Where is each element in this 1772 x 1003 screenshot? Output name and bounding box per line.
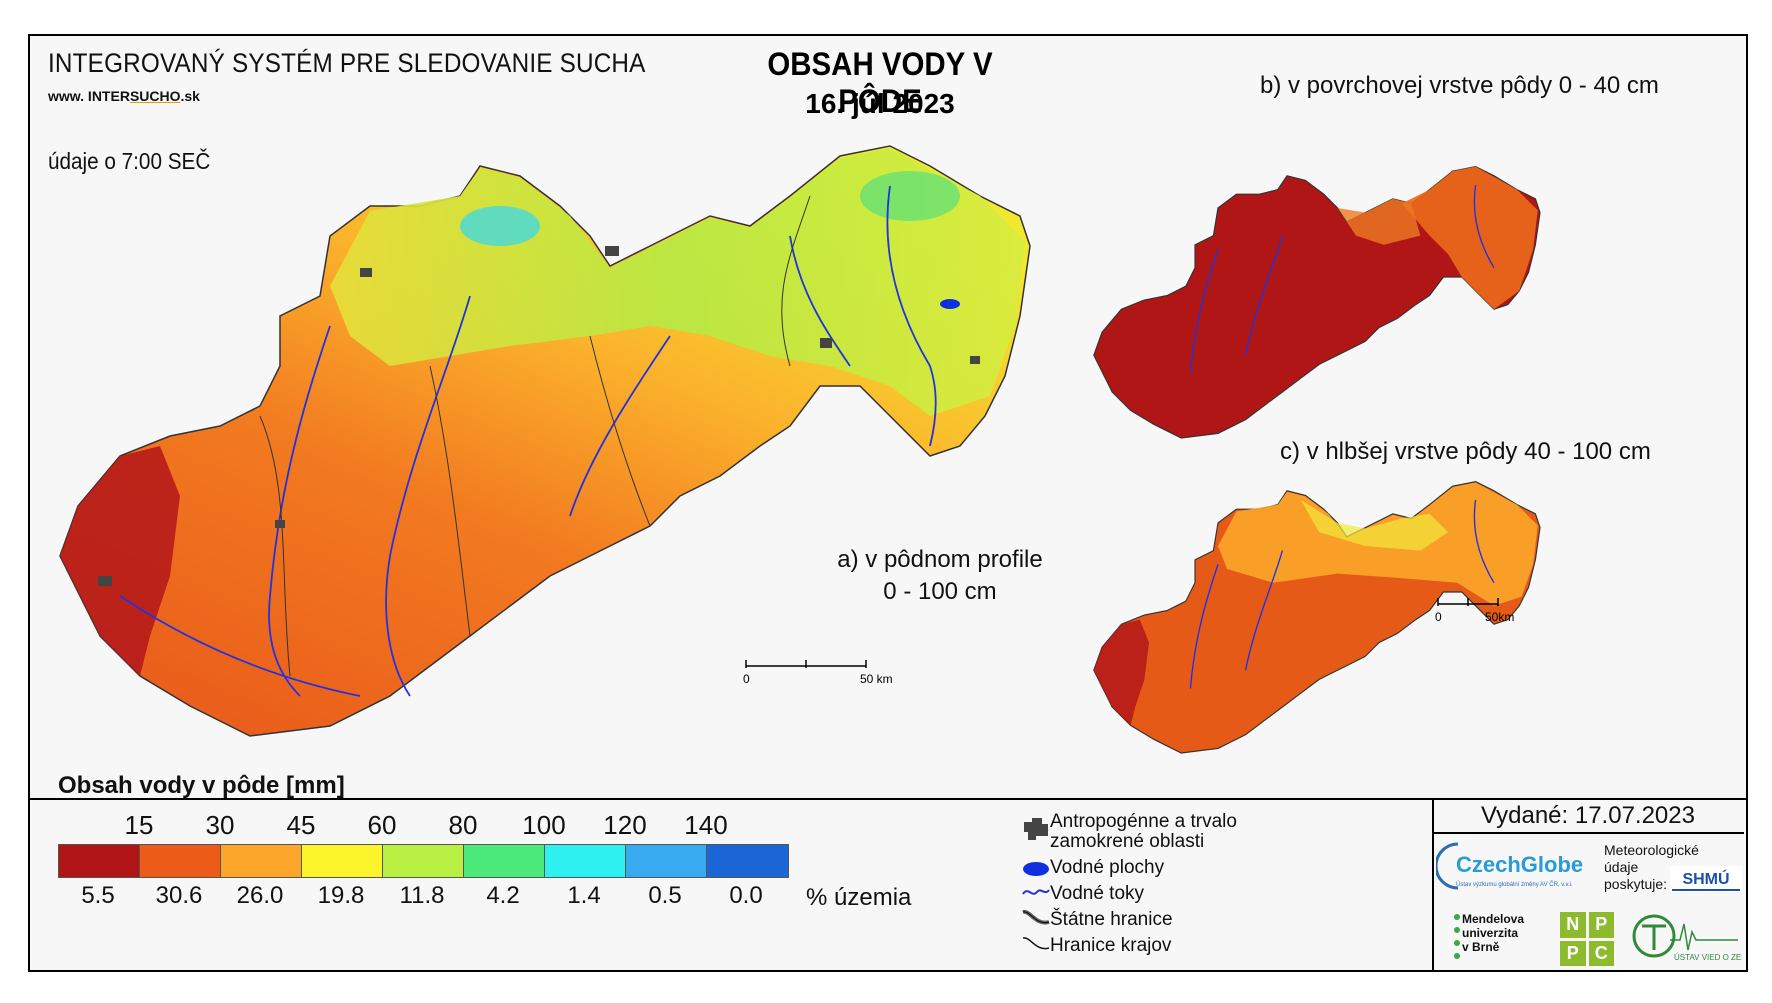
- threshold-label: 100: [522, 810, 566, 840]
- water-body-icon: [1023, 862, 1049, 876]
- percent-value: 5.5: [81, 882, 115, 909]
- main-map-cyan-patch: [460, 206, 540, 246]
- svg-text:CzechGlobe: CzechGlobe: [1456, 852, 1583, 877]
- color-swatch: [626, 845, 707, 877]
- horizontal-divider: [30, 798, 1746, 800]
- region-border-icon: [1022, 937, 1050, 950]
- main-scale-zero: 0: [743, 672, 750, 686]
- color-swatch: [140, 845, 221, 877]
- map-area: INTEGROVANÝ SYSTÉM PRE SLEDOVANIE SUCHA …: [30, 36, 1746, 798]
- percent-value: 4.2: [486, 882, 520, 909]
- threshold-label: 45: [286, 810, 316, 840]
- czechglobe-logo: CzechGlobe Ústav výzkumu globální změny …: [1436, 842, 1583, 890]
- map-c-label: c) v hlbšej vrstve pôdy 40 - 100 cm: [1280, 438, 1651, 465]
- percent-value: 0.5: [648, 882, 682, 909]
- small-scale-zero: 0: [1435, 610, 1442, 624]
- percent-value: 19.8: [317, 882, 365, 909]
- percent-value: 0.0: [729, 882, 763, 909]
- mendel-dots-icon: [1454, 914, 1460, 959]
- color-swatch: [383, 845, 464, 877]
- color-swatch: [59, 845, 140, 877]
- small-scale-bar: 0 50km: [1435, 598, 1514, 624]
- website-link[interactable]: www. INTERSUCHO.sk: [48, 88, 200, 104]
- shmu-logo: SHMÚ: [1670, 866, 1742, 892]
- legend-region-borders: Hranice krajov: [1050, 935, 1172, 956]
- main-date: 16. júl 2023: [805, 88, 955, 119]
- system-title: INTEGROVANÝ SYSTÉM PRE SLEDOVANIE SUCHA: [48, 48, 646, 78]
- map-a-label: a) v pôdnom profile 0 - 100 cm: [837, 546, 1043, 605]
- issued-date: Vydané: 17.07.2023: [1481, 802, 1695, 829]
- color-swatch: [707, 845, 788, 877]
- main-map-southwest-dry-zone: [60, 446, 180, 676]
- vertical-divider: [1432, 800, 1434, 972]
- threshold-label: 120: [603, 810, 647, 840]
- main-soil-water-map: 0 50 km: [59, 145, 1541, 754]
- map-b-surface-layer: [1093, 165, 1541, 439]
- main-map-rivers: [119, 185, 937, 697]
- color-swatch: [545, 845, 626, 877]
- meteo-provider: Meteorologické údaje poskytuje:: [1604, 842, 1699, 892]
- threshold-label: 80: [448, 810, 478, 840]
- color-scale-bar: [58, 844, 789, 878]
- threshold-label: 60: [367, 810, 397, 840]
- legend-water-bodies: Vodné plochy: [1050, 857, 1165, 878]
- legend-anthropogenic: Antropogénne a trvalo zamokrené oblasti: [1050, 811, 1237, 852]
- state-border-icon: [1022, 909, 1050, 925]
- threshold-label: 15: [124, 810, 154, 840]
- threshold-label: 140: [684, 810, 728, 840]
- legend-state-borders: Štátne hranice: [1050, 909, 1173, 930]
- svg-text:SHMÚ: SHMÚ: [1682, 869, 1729, 888]
- small-scale-end: 50km: [1485, 610, 1514, 624]
- uvz-logo: ÚSTAV VIED O ZEMI: [1632, 914, 1742, 962]
- time-note: údaje o 7:00 SEČ: [48, 148, 211, 174]
- map-frame: INTEGROVANÝ SYSTÉM PRE SLEDOVANIE SUCHA …: [28, 34, 1748, 972]
- main-scale-end: 50 km: [860, 672, 893, 686]
- main-map-green-patch: [860, 171, 960, 221]
- color-swatch: [221, 845, 302, 877]
- water-stream-icon: [1022, 889, 1050, 895]
- percent-value: 11.8: [399, 882, 445, 909]
- svg-text:Ústav výzkumu globální změny A: Ústav výzkumu globální změny AV ČR, v.v.…: [1456, 881, 1573, 888]
- nppc-logo: N P P C: [1560, 912, 1614, 966]
- color-swatch: [464, 845, 545, 877]
- mendel-university-logo: Mendelova univerzita v Brně: [1462, 912, 1525, 954]
- main-map-water-body: [940, 299, 960, 309]
- main-title: OBSAH VODY V PÔDE: [767, 46, 993, 119]
- main-map-region-borders: [259, 195, 811, 677]
- legend-title: Obsah vody v pôde [mm]: [58, 772, 345, 799]
- issued-divider: [1432, 832, 1744, 834]
- percent-value: 26.0: [236, 882, 284, 909]
- map-b-label: b) v povrchovej vrstve pôdy 0 - 40 cm: [1260, 72, 1659, 99]
- anthropogenic-area-icon: [1024, 818, 1048, 840]
- svg-text:ÚSTAV VIED O ZEMI: ÚSTAV VIED O ZEMI: [1674, 953, 1742, 962]
- threshold-label: 30: [205, 810, 235, 840]
- percent-value: 1.4: [567, 882, 601, 909]
- percent-unit: % územia: [806, 884, 912, 911]
- color-swatch: [302, 845, 383, 877]
- main-scale-bar: 0 50 km: [743, 660, 893, 686]
- map-c-deep-layer: [1093, 480, 1541, 754]
- percent-value: 30.6: [155, 882, 203, 909]
- main-map-anthropogenic-areas: [98, 246, 980, 586]
- legend-water-streams: Vodné toky: [1050, 883, 1145, 904]
